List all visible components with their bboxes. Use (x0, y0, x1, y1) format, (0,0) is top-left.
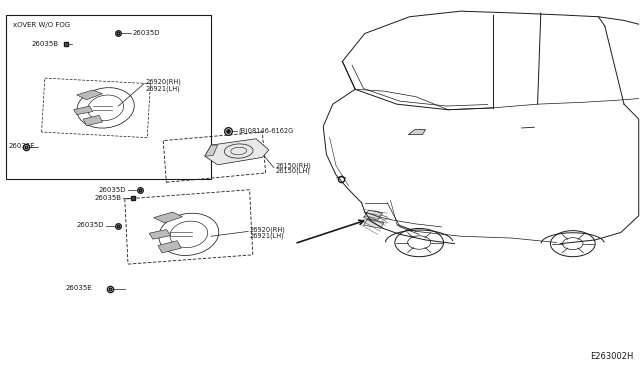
Polygon shape (83, 115, 102, 126)
Polygon shape (364, 219, 384, 228)
Text: 26035B: 26035B (95, 195, 122, 201)
Text: (B)08146-6162G: (B)08146-6162G (238, 128, 293, 134)
Text: 26035E: 26035E (66, 285, 93, 291)
Text: 26035B: 26035B (32, 41, 59, 47)
Bar (6, 15, 211, 179)
Polygon shape (205, 139, 269, 165)
Text: 26150(LH): 26150(LH) (275, 168, 310, 174)
Text: E263002H: E263002H (590, 352, 634, 361)
Text: xOVER W/O FOG: xOVER W/O FOG (13, 22, 70, 28)
Polygon shape (154, 212, 182, 223)
Text: 26035E: 26035E (8, 143, 35, 149)
Polygon shape (408, 129, 426, 135)
Polygon shape (364, 210, 383, 220)
Polygon shape (158, 241, 181, 253)
Text: 26035D: 26035D (132, 30, 160, 36)
Text: 26921(LH): 26921(LH) (250, 232, 284, 239)
Text: 26920(RH): 26920(RH) (145, 79, 181, 86)
Polygon shape (149, 230, 171, 239)
Text: 26035D: 26035D (99, 187, 126, 193)
Polygon shape (205, 145, 218, 156)
Text: 26035D: 26035D (76, 222, 104, 228)
Text: 26921(LH): 26921(LH) (145, 86, 180, 92)
Polygon shape (77, 90, 102, 100)
Text: 26150(RH): 26150(RH) (275, 162, 311, 169)
Text: 26920(RH): 26920(RH) (250, 226, 285, 233)
Polygon shape (74, 106, 93, 115)
